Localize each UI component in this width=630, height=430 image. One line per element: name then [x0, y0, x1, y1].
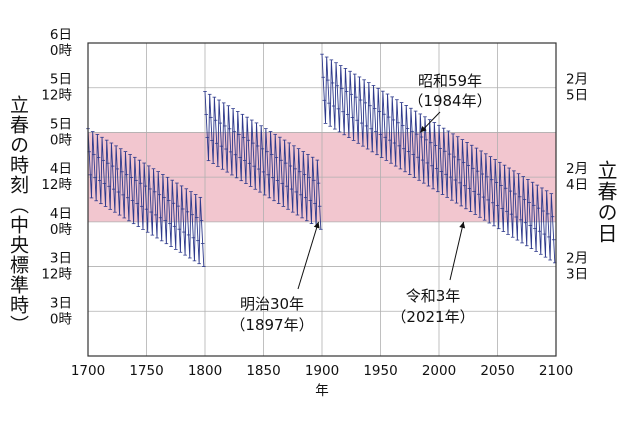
y-axis-label-left: 立春の時刻（中央標準時）	[7, 95, 29, 335]
series-line	[204, 91, 322, 230]
y-tick-label-right: 4日	[566, 177, 588, 193]
x-tick-label: 1950	[363, 363, 397, 379]
y-tick-label-left: 0時	[50, 132, 73, 148]
series-line	[321, 54, 556, 263]
y-tick-label-left: 3日	[50, 251, 72, 267]
annotation-arrowhead	[313, 221, 320, 229]
y-tick-label-left: 12時	[41, 88, 72, 104]
x-tick-label: 2050	[480, 363, 514, 379]
annotation-layer: 昭和59年 （1984年） 明治30年 （1897年） 令和3年 （2021年）	[230, 72, 491, 334]
x-tick-label: 1750	[129, 363, 163, 379]
y-tick-label-right: 5日	[566, 88, 588, 104]
annotation-label: （2021年）	[391, 308, 474, 326]
plot-frame	[87, 42, 557, 357]
y-tick-label-left: 3日	[50, 295, 72, 311]
annotation-label: 明治30年	[240, 295, 304, 313]
y-tick-label-left: 0時	[50, 43, 73, 59]
x-axis-label: 年	[315, 383, 329, 399]
x-tick-label: 1850	[246, 363, 280, 379]
annotation-label: （1984年）	[408, 92, 491, 110]
y-tick-label-right: 2月	[566, 72, 588, 88]
y-tick-label-left: 0時	[50, 311, 73, 327]
annotation-leader	[297, 221, 319, 290]
y-tick-label-right: 3日	[566, 267, 588, 283]
series-line	[87, 128, 205, 267]
y-tick-label-left: 6日	[50, 27, 72, 43]
y-tick-label-left: 4日	[50, 206, 72, 222]
x-tick-label: 2100	[539, 363, 573, 379]
y-tick-label-left: 5日	[50, 116, 72, 132]
annotation-label: 昭和59年	[418, 72, 482, 90]
y-tick-label-left: 12時	[41, 267, 72, 283]
y-axis-label-right: 立春の日	[594, 160, 618, 244]
y-tick-label-left: 5日	[50, 72, 72, 88]
annotation-arrowhead	[420, 126, 427, 133]
x-tick-label: 1800	[188, 363, 222, 379]
annotation-leader	[449, 221, 465, 281]
annotation-label: （1897年）	[230, 316, 313, 334]
annotation-label: 令和3年	[406, 287, 461, 305]
annotation-arrowhead	[459, 221, 466, 229]
y-tick-label-right: 2月	[566, 161, 588, 177]
y-tick-label-left: 12時	[41, 177, 72, 193]
tick-label-layer: 1700 1750 1800 1850 1900 1950 2000 2050 21003日0時…	[41, 27, 588, 379]
x-tick-label: 1700	[71, 363, 105, 379]
series-layer	[86, 53, 557, 267]
y-tick-label-left: 4日	[50, 161, 72, 177]
x-tick-label: 1900	[305, 363, 339, 379]
x-tick-label: 2000	[422, 363, 456, 379]
y-tick-label-right: 2月	[566, 251, 588, 267]
y-tick-label-left: 0時	[50, 222, 73, 238]
